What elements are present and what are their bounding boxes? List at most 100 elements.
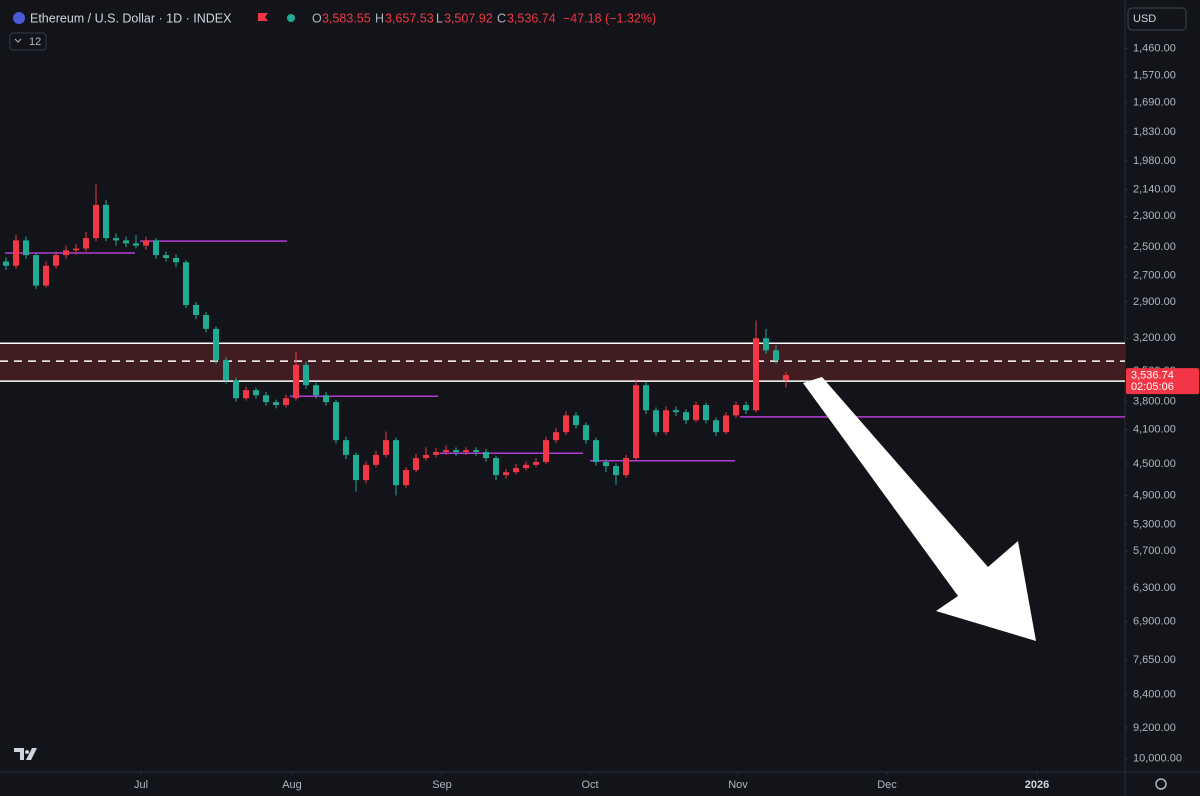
candle-body: [323, 395, 329, 403]
candle: [493, 455, 499, 481]
candle-body: [593, 440, 599, 462]
candle: [533, 458, 539, 468]
candle-body: [583, 425, 589, 441]
candle: [343, 436, 349, 460]
candle: [723, 412, 729, 435]
candle: [173, 254, 179, 268]
candle-body: [143, 240, 149, 246]
candle-body: [153, 240, 159, 256]
y-tick-label: 9,200.00: [1133, 722, 1176, 734]
open-label: O: [312, 11, 322, 25]
close-value: 3,536.74: [507, 11, 556, 25]
y-tick-label: 4,500.00: [1133, 458, 1176, 470]
candle-body: [63, 250, 69, 256]
settings-icon[interactable]: [1155, 778, 1167, 790]
countdown-label: 02:05:06: [1131, 381, 1174, 393]
x-tick-label: Aug: [282, 779, 302, 791]
candle: [433, 448, 439, 458]
tv-logo: [14, 748, 37, 760]
last-price-label: 3,536.74: [1131, 370, 1174, 382]
candle: [733, 401, 739, 418]
candle: [413, 454, 419, 473]
candle: [303, 361, 309, 389]
currency: USD: [1133, 13, 1156, 25]
high-label: H: [375, 11, 384, 25]
candle: [293, 351, 299, 401]
chevron: [14, 38, 22, 43]
candle: [483, 448, 489, 462]
candle-body: [343, 440, 349, 455]
candle-body: [333, 402, 339, 441]
candle-body: [403, 470, 409, 486]
candle: [123, 236, 129, 248]
candle: [83, 232, 89, 252]
x-tick-label: Jul: [134, 779, 148, 791]
candle-body: [293, 364, 299, 399]
candle-body: [203, 314, 209, 329]
candle: [403, 467, 409, 488]
candle-body: [453, 450, 459, 452]
candle-body: [443, 450, 449, 452]
candle-body: [473, 450, 479, 452]
candle-body: [193, 305, 199, 315]
candle-body: [213, 328, 219, 361]
y-tick-label: 10,000.00: [1133, 753, 1182, 765]
candle-body: [113, 238, 119, 241]
candle-body: [753, 338, 759, 411]
candle: [93, 184, 99, 242]
candle: [653, 407, 659, 436]
y-tick-label: 2,140.00: [1133, 184, 1176, 196]
x-tick-label: Dec: [877, 779, 897, 791]
candle: [153, 238, 159, 259]
candle: [423, 447, 429, 461]
candle-body: [183, 262, 189, 306]
candle-body: [383, 440, 389, 455]
candle: [53, 251, 59, 269]
candle: [63, 245, 69, 259]
candle-body: [173, 257, 179, 263]
candle: [183, 260, 189, 309]
candle: [543, 436, 549, 465]
y-tick-label: 5,700.00: [1133, 545, 1176, 557]
candle-body: [363, 464, 369, 481]
candle-body: [553, 432, 559, 441]
candle: [103, 199, 109, 242]
candle: [13, 235, 19, 269]
candle: [643, 381, 649, 415]
eth-logo: [13, 12, 25, 24]
candle: [353, 452, 359, 492]
candle-body: [233, 380, 239, 399]
candle-body: [643, 385, 649, 411]
candle-body: [713, 420, 719, 433]
candle: [783, 372, 789, 388]
close-label: C: [497, 11, 506, 25]
x-tick-label: Oct: [581, 779, 598, 791]
candle: [473, 447, 479, 456]
indicators-count: 12: [29, 36, 41, 48]
candle: [383, 431, 389, 458]
y-tick-label: 4,100.00: [1133, 424, 1176, 436]
candle-body: [673, 410, 679, 413]
candle: [443, 445, 449, 455]
candle: [763, 328, 769, 355]
candle-body: [223, 360, 229, 381]
candle-body: [463, 450, 469, 452]
candle-body: [623, 458, 629, 476]
y-tick-label: 3,800.00: [1133, 396, 1176, 408]
candle: [603, 459, 609, 473]
candle-body: [513, 468, 519, 473]
candle: [333, 399, 339, 444]
flag-icon[interactable]: [258, 13, 268, 21]
change-value: −47.18 (−1.32%): [563, 11, 656, 25]
candle: [233, 377, 239, 402]
candle-body: [503, 472, 509, 476]
candle: [3, 257, 9, 270]
currency-select[interactable]: [1127, 7, 1187, 31]
candle-body: [133, 243, 139, 246]
candle-body: [613, 466, 619, 476]
y-tick-label: 2,900.00: [1133, 296, 1176, 308]
candle-body: [393, 440, 399, 486]
indicators-toggle[interactable]: [9, 32, 47, 51]
candle: [553, 427, 559, 443]
candle: [583, 422, 589, 444]
